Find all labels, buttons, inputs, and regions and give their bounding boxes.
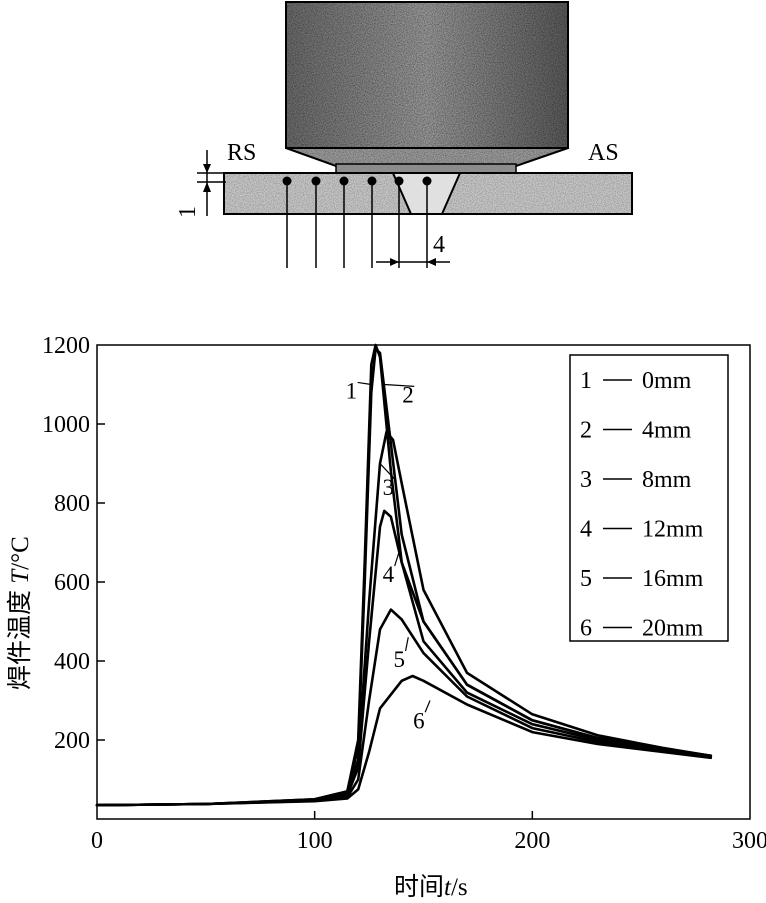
curve-label-leader (394, 550, 401, 567)
legend-entry-label: 4mm (642, 418, 692, 444)
depth-label: 1 (175, 206, 201, 218)
tool-taper-texture (287, 149, 567, 165)
legend-entry-label: 16mm (642, 566, 704, 592)
depth-arrow-down (203, 164, 211, 173)
x-axis-ticks: 0 100 200 300 (91, 811, 766, 854)
curve-label-2: 2 (402, 382, 414, 407)
curve-labels: 1 2 3 4 5 6 (346, 378, 431, 733)
x-tick-label: 200 (514, 828, 550, 854)
y-tick-label: 200 (54, 728, 90, 754)
temperature-chart: 0 100 200 300 200 400 600 800 1000 1200 1 2 3 4 5 6 1… (6, 333, 766, 901)
depth-arrow-up (203, 182, 211, 192)
legend-entry-label: 20mm (642, 616, 704, 642)
advancing-side-label: AS (588, 140, 619, 166)
legend-entry-number: 2 (580, 418, 592, 444)
legend-entry-label: 12mm (642, 517, 704, 543)
spacing-arrow-left (390, 258, 399, 266)
weld-schematic: 1 RS AS 4 (175, 1, 633, 268)
curve-label-3: 3 (383, 475, 395, 500)
y-tick-label: 600 (54, 570, 90, 596)
curve-label-leader (424, 700, 431, 713)
legend-entry-label: 8mm (642, 467, 692, 493)
spacing-label: 4 (433, 232, 445, 258)
legend-entry-label: 0mm (642, 368, 692, 394)
series-line-6 (95, 674, 713, 807)
y-axis-title: 焊件温度 T/°C (6, 536, 34, 690)
legend-box (569, 354, 729, 642)
y-tick-label: 1200 (42, 333, 90, 359)
y-axis-ticks: 200 400 600 800 1000 1200 (42, 333, 105, 754)
legend-entry-number: 5 (580, 566, 592, 592)
spacing-arrow-right (427, 258, 436, 266)
curve-label-leader (384, 383, 415, 387)
legend: 1 0mm 2 4mm 3 8mm 4 12mm 5 16mm 6 20mm (569, 354, 729, 642)
legend-entry-number: 1 (580, 368, 592, 394)
legend-entry-number: 6 (580, 616, 592, 642)
curve-label-5: 5 (394, 647, 406, 672)
legend-entry-number: 3 (580, 467, 592, 493)
y-tick-label: 800 (54, 491, 90, 517)
thermocouple-points (282, 176, 432, 268)
tool-body-texture (287, 3, 567, 147)
legend-entry-number: 4 (580, 517, 592, 543)
retreating-side-label: RS (227, 140, 256, 166)
x-tick-label: 0 (91, 828, 103, 854)
y-tick-label: 400 (54, 649, 90, 675)
tool-shoulder (335, 163, 517, 174)
curve-label-4: 4 (383, 562, 395, 587)
y-tick-label: 1000 (42, 412, 90, 438)
series-layer (95, 343, 713, 807)
curve-label-leader (404, 637, 409, 652)
x-tick-label: 100 (297, 828, 333, 854)
curve-label-leader (357, 381, 372, 386)
curve-label-1: 1 (346, 378, 358, 403)
curve-label-6: 6 (413, 708, 425, 733)
x-tick-label: 300 (732, 828, 766, 854)
curve-label-leader (379, 463, 396, 480)
x-axis-title: 时间t/s (394, 873, 468, 901)
